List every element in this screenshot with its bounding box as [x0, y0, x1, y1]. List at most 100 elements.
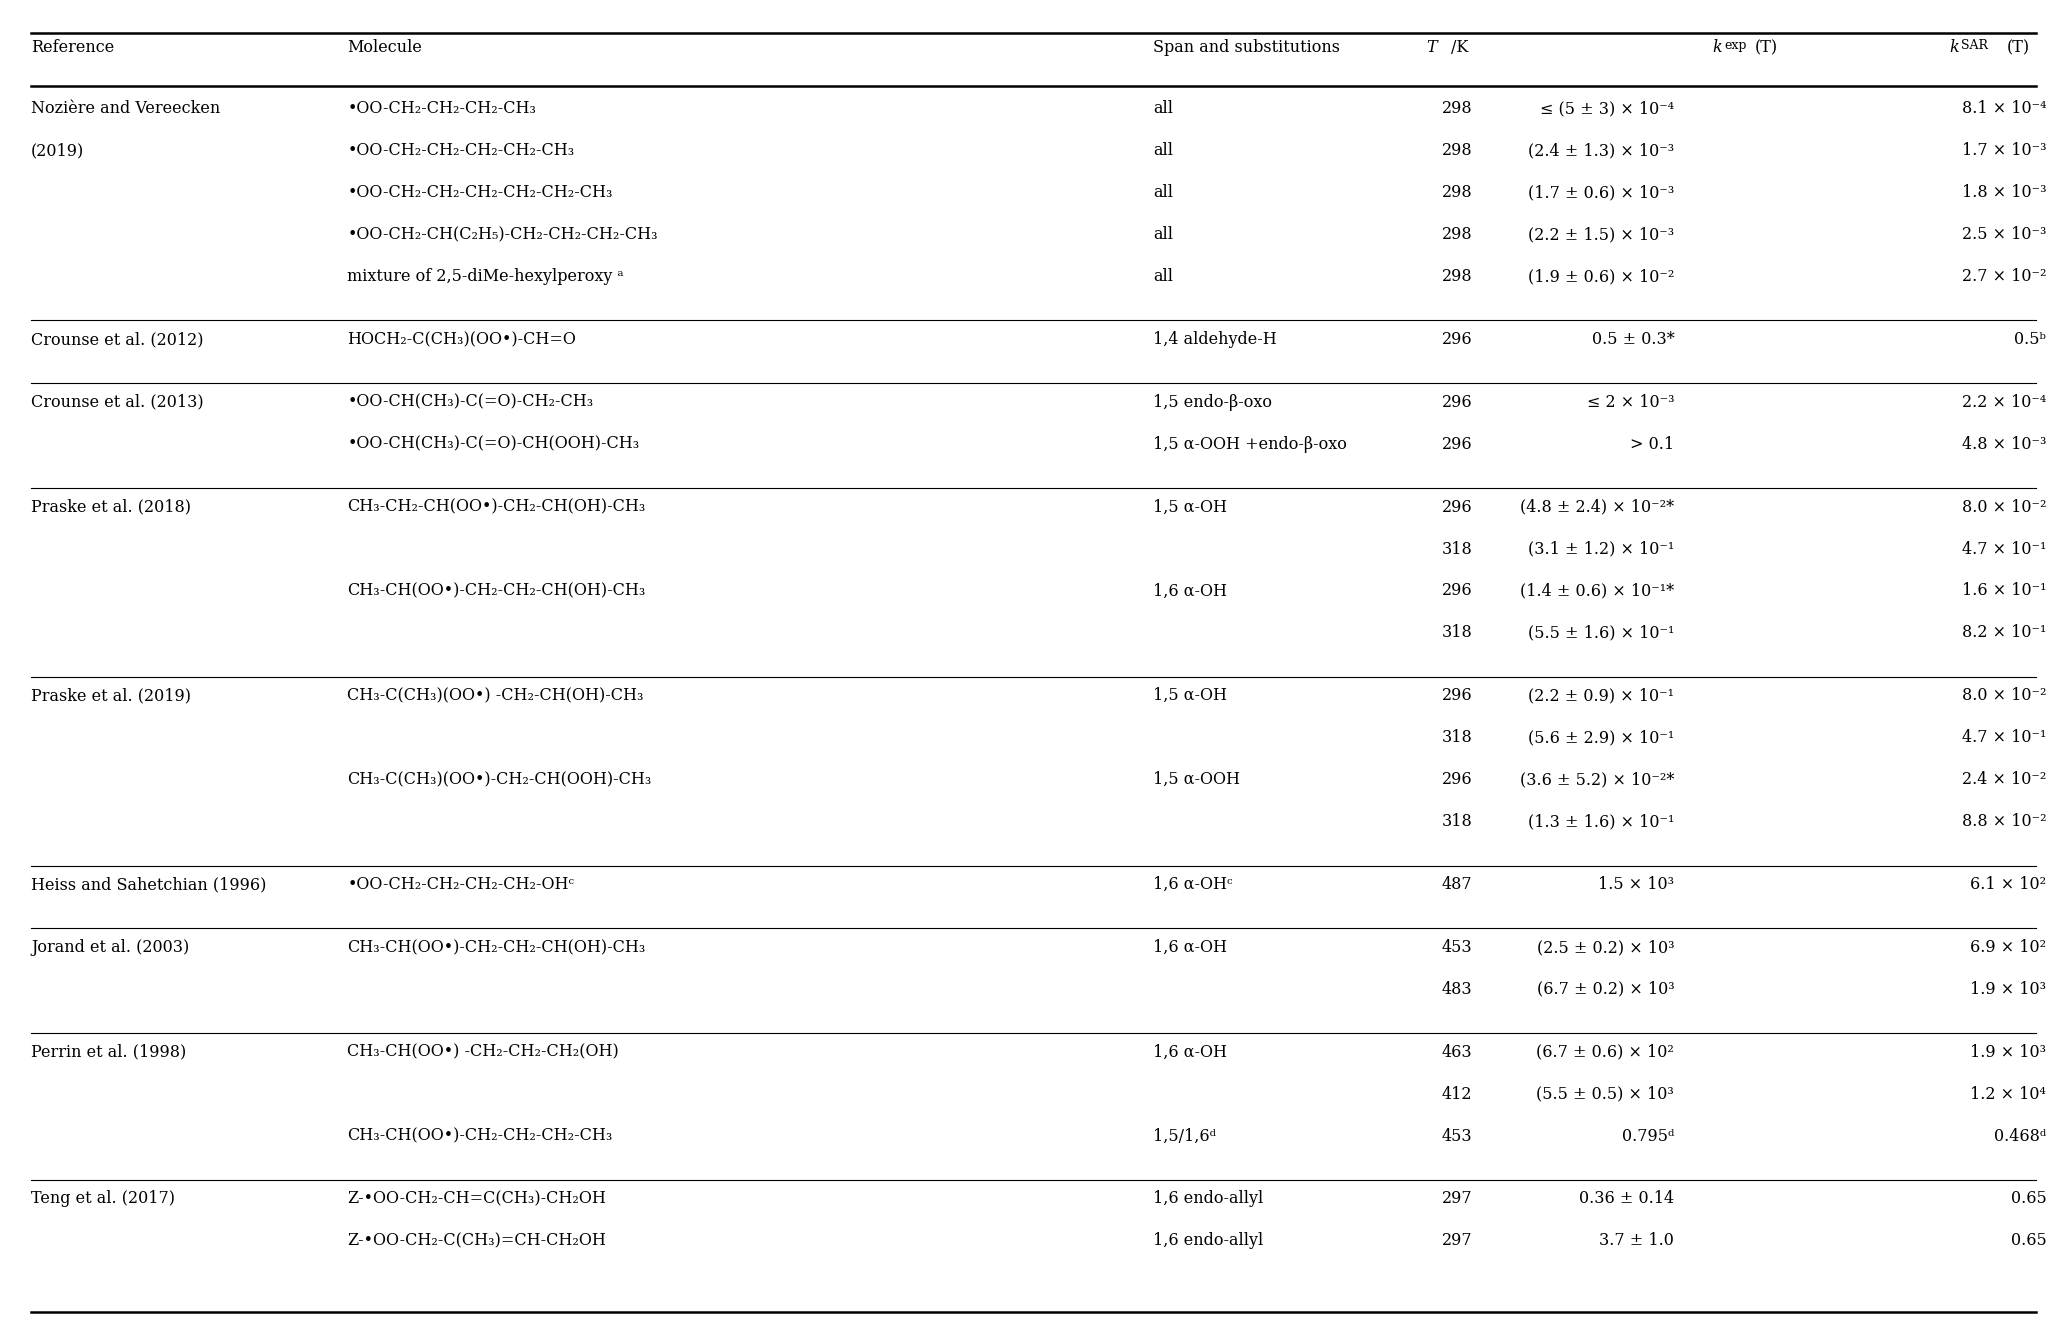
Text: 1.9 × 10³: 1.9 × 10³ [1970, 1044, 2046, 1061]
Text: 2.5 × 10⁻³: 2.5 × 10⁻³ [1962, 226, 2046, 243]
Text: 0.5ᵇ: 0.5ᵇ [2015, 331, 2046, 348]
Text: •OO-CH(CH₃)-C(=O)-CH₂-CH₃: •OO-CH(CH₃)-C(=O)-CH₂-CH₃ [347, 394, 593, 410]
Text: 296: 296 [1443, 498, 1472, 515]
Text: 1,6 α-OH: 1,6 α-OH [1153, 1044, 1228, 1061]
Text: SAR: SAR [1962, 40, 1988, 53]
Text: 463: 463 [1443, 1044, 1472, 1061]
Text: Nozière and Vereecken: Nozière and Vereecken [31, 101, 221, 117]
Text: (2019): (2019) [31, 142, 85, 159]
Text: all: all [1153, 142, 1174, 159]
Text: 8.2 × 10⁻¹: 8.2 × 10⁻¹ [1962, 624, 2046, 641]
Text: 4.7 × 10⁻¹: 4.7 × 10⁻¹ [1962, 540, 2046, 558]
Text: Jorand et al. (2003): Jorand et al. (2003) [31, 939, 190, 956]
Text: 1.7 × 10⁻³: 1.7 × 10⁻³ [1962, 142, 2046, 159]
Text: •OO-CH₂-CH₂-CH₂-CH₃: •OO-CH₂-CH₂-CH₂-CH₃ [347, 101, 535, 117]
Text: (6.7 ± 0.2) × 10³: (6.7 ± 0.2) × 10³ [1536, 981, 1674, 997]
Text: Perrin et al. (1998): Perrin et al. (1998) [31, 1044, 186, 1061]
Text: •OO-CH(CH₃)-C(=O)-CH(OOH)-CH₃: •OO-CH(CH₃)-C(=O)-CH(OOH)-CH₃ [347, 436, 639, 453]
Text: CH₃-C(CH₃)(OO•) -CH₂-CH(OH)-CH₃: CH₃-C(CH₃)(OO•) -CH₂-CH(OH)-CH₃ [347, 688, 643, 704]
Text: 296: 296 [1443, 772, 1472, 788]
Text: 297: 297 [1443, 1232, 1472, 1250]
Text: Molecule: Molecule [347, 40, 422, 57]
Text: 2.2 × 10⁻⁴: 2.2 × 10⁻⁴ [1962, 394, 2046, 410]
Text: (4.8 ± 2.4) × 10⁻²*: (4.8 ± 2.4) × 10⁻²* [1519, 498, 1674, 515]
Text: (1.3 ± 1.6) × 10⁻¹: (1.3 ± 1.6) × 10⁻¹ [1528, 813, 1674, 830]
Text: (2.2 ± 1.5) × 10⁻³: (2.2 ± 1.5) × 10⁻³ [1528, 226, 1674, 243]
Text: 4.8 × 10⁻³: 4.8 × 10⁻³ [1962, 436, 2046, 453]
Text: 1,5 α-OH: 1,5 α-OH [1153, 498, 1228, 515]
Text: 1.6 × 10⁻¹: 1.6 × 10⁻¹ [1962, 583, 2046, 599]
Text: 3.7 ± 1.0: 3.7 ± 1.0 [1600, 1232, 1674, 1250]
Text: Praske et al. (2019): Praske et al. (2019) [31, 688, 190, 704]
Text: > 0.1: > 0.1 [1631, 436, 1674, 453]
Text: 412: 412 [1443, 1086, 1472, 1102]
Text: Crounse et al. (2013): Crounse et al. (2013) [31, 394, 205, 410]
Text: (T): (T) [2007, 40, 2030, 57]
Text: 0.36 ± 0.14: 0.36 ± 0.14 [1579, 1190, 1674, 1207]
Text: Z-•OO-CH₂-C(CH₃)=CH-CH₂OH: Z-•OO-CH₂-C(CH₃)=CH-CH₂OH [347, 1232, 606, 1250]
Text: 1,6 α-OH: 1,6 α-OH [1153, 939, 1228, 956]
Text: 0.65: 0.65 [2011, 1190, 2046, 1207]
Text: 296: 296 [1443, 331, 1472, 348]
Text: 487: 487 [1443, 876, 1472, 892]
Text: 8.0 × 10⁻²: 8.0 × 10⁻² [1962, 688, 2046, 704]
Text: CH₃-CH₂-CH(OO•)-CH₂-CH(OH)-CH₃: CH₃-CH₂-CH(OO•)-CH₂-CH(OH)-CH₃ [347, 498, 645, 515]
Text: HOCH₂-C(CH₃)(OO•)-CH=O: HOCH₂-C(CH₃)(OO•)-CH=O [347, 331, 577, 348]
Text: k: k [1711, 40, 1722, 57]
Text: 1,4 aldehyde-H: 1,4 aldehyde-H [1153, 331, 1277, 348]
Text: 298: 298 [1443, 226, 1472, 243]
Text: all: all [1153, 101, 1174, 117]
Text: ≤ (5 ± 3) × 10⁻⁴: ≤ (5 ± 3) × 10⁻⁴ [1540, 101, 1674, 117]
Text: (5.6 ± 2.9) × 10⁻¹: (5.6 ± 2.9) × 10⁻¹ [1528, 729, 1674, 746]
Text: (1.9 ± 0.6) × 10⁻²: (1.9 ± 0.6) × 10⁻² [1528, 268, 1674, 286]
Text: CH₃-CH(OO•)-CH₂-CH₂-CH(OH)-CH₃: CH₃-CH(OO•)-CH₂-CH₂-CH(OH)-CH₃ [347, 939, 645, 956]
Text: 483: 483 [1443, 981, 1472, 997]
Text: Teng et al. (2017): Teng et al. (2017) [31, 1190, 176, 1207]
Text: 297: 297 [1443, 1190, 1472, 1207]
Text: •OO-CH₂-CH₂-CH₂-CH₂-CH₃: •OO-CH₂-CH₂-CH₂-CH₂-CH₃ [347, 142, 575, 159]
Text: 2.4 × 10⁻²: 2.4 × 10⁻² [1962, 772, 2046, 788]
Text: 2.7 × 10⁻²: 2.7 × 10⁻² [1962, 268, 2046, 286]
Text: 1.8 × 10⁻³: 1.8 × 10⁻³ [1962, 185, 2046, 201]
Text: 453: 453 [1443, 939, 1472, 956]
Text: 1,5 α-OOH +endo-β-oxo: 1,5 α-OOH +endo-β-oxo [1153, 436, 1348, 453]
Text: 0.468ᵈ: 0.468ᵈ [1995, 1127, 2046, 1145]
Text: •OO-CH₂-CH₂-CH₂-CH₂-CH₂-CH₃: •OO-CH₂-CH₂-CH₂-CH₂-CH₂-CH₃ [347, 185, 612, 201]
Text: CH₃-CH(OO•)-CH₂-CH₂-CH(OH)-CH₃: CH₃-CH(OO•)-CH₂-CH₂-CH(OH)-CH₃ [347, 583, 645, 599]
Text: 1,5/1,6ᵈ: 1,5/1,6ᵈ [1153, 1127, 1215, 1145]
Text: Praske et al. (2018): Praske et al. (2018) [31, 498, 190, 515]
Text: (2.5 ± 0.2) × 10³: (2.5 ± 0.2) × 10³ [1536, 939, 1674, 956]
Text: 296: 296 [1443, 583, 1472, 599]
Text: (5.5 ± 0.5) × 10³: (5.5 ± 0.5) × 10³ [1536, 1086, 1674, 1102]
Text: CH₃-CH(OO•)-CH₂-CH₂-CH₂-CH₃: CH₃-CH(OO•)-CH₂-CH₂-CH₂-CH₃ [347, 1127, 612, 1145]
Text: ≤ 2 × 10⁻³: ≤ 2 × 10⁻³ [1587, 394, 1674, 410]
Text: Span and substitutions: Span and substitutions [1153, 40, 1339, 57]
Text: 1,6 endo-allyl: 1,6 endo-allyl [1153, 1190, 1263, 1207]
Text: 298: 298 [1443, 101, 1472, 117]
Text: /K: /K [1451, 40, 1468, 57]
Text: CH₃-C(CH₃)(OO•)-CH₂-CH(OOH)-CH₃: CH₃-C(CH₃)(OO•)-CH₂-CH(OOH)-CH₃ [347, 772, 651, 788]
Text: 1,5 endo-β-oxo: 1,5 endo-β-oxo [1153, 394, 1273, 410]
Text: 0.795ᵈ: 0.795ᵈ [1623, 1127, 1674, 1145]
Text: 318: 318 [1443, 540, 1472, 558]
Text: all: all [1153, 185, 1174, 201]
Text: 0.65: 0.65 [2011, 1232, 2046, 1250]
Text: 318: 318 [1443, 624, 1472, 641]
Text: 318: 318 [1443, 813, 1472, 830]
Text: 1,5 α-OOH: 1,5 α-OOH [1153, 772, 1240, 788]
Text: (T): (T) [1755, 40, 1778, 57]
Text: exp: exp [1724, 40, 1747, 53]
Text: all: all [1153, 268, 1174, 286]
Text: 6.9 × 10²: 6.9 × 10² [1970, 939, 2046, 956]
Text: 1.5 × 10³: 1.5 × 10³ [1598, 876, 1674, 892]
Text: •OO-CH₂-CH(C₂H₅)-CH₂-CH₂-CH₂-CH₃: •OO-CH₂-CH(C₂H₅)-CH₂-CH₂-CH₂-CH₃ [347, 226, 657, 243]
Text: k: k [1949, 40, 1960, 57]
Text: (1.7 ± 0.6) × 10⁻³: (1.7 ± 0.6) × 10⁻³ [1528, 185, 1674, 201]
Text: Reference: Reference [31, 40, 114, 57]
Text: 8.1 × 10⁻⁴: 8.1 × 10⁻⁴ [1962, 101, 2046, 117]
Text: 453: 453 [1443, 1127, 1472, 1145]
Text: 6.1 × 10²: 6.1 × 10² [1970, 876, 2046, 892]
Text: Heiss and Sahetchian (1996): Heiss and Sahetchian (1996) [31, 876, 267, 892]
Text: mixture of 2,5-diMe-hexylperoxy ᵃ: mixture of 2,5-diMe-hexylperoxy ᵃ [347, 268, 624, 286]
Text: (2.2 ± 0.9) × 10⁻¹: (2.2 ± 0.9) × 10⁻¹ [1528, 688, 1674, 704]
